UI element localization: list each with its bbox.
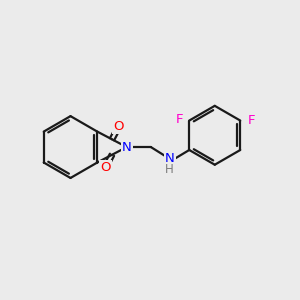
Text: F: F [176, 112, 184, 126]
Text: H: H [165, 163, 174, 176]
Text: N: N [165, 152, 175, 165]
Text: O: O [113, 120, 124, 133]
Text: O: O [100, 161, 111, 174]
Text: N: N [122, 141, 132, 154]
Text: F: F [248, 114, 255, 127]
